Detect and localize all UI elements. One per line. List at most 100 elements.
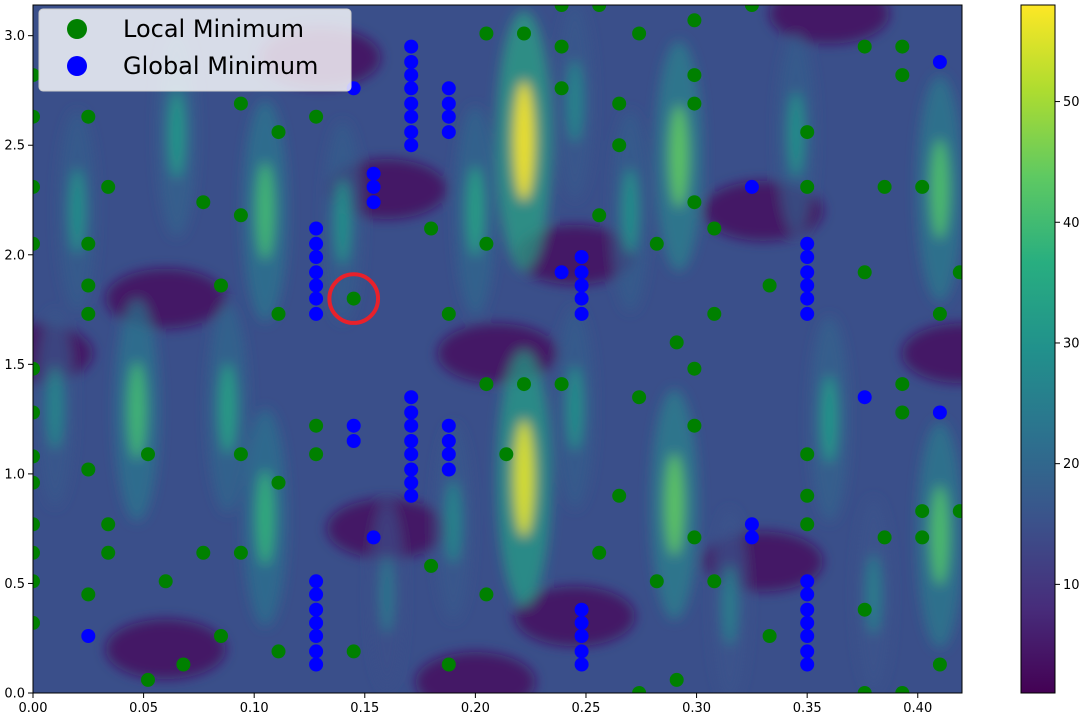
global-minimum-point bbox=[309, 221, 324, 236]
local-minimum-point bbox=[554, 39, 569, 54]
local-minimum-point bbox=[309, 418, 324, 433]
local-minimum-point bbox=[233, 208, 248, 223]
heatmap-trough bbox=[105, 268, 226, 329]
global-minimum-point bbox=[441, 96, 456, 111]
global-minimum-point bbox=[81, 629, 96, 643]
local-minimum-point bbox=[517, 377, 531, 392]
heatmap-peak bbox=[788, 91, 805, 178]
legend-marker-global bbox=[67, 56, 87, 76]
heatmap-peak bbox=[930, 485, 950, 586]
local-minimum-point bbox=[687, 418, 702, 433]
local-minimum-point bbox=[81, 278, 96, 293]
heatmap-peak bbox=[664, 453, 684, 556]
local-minimum-point bbox=[669, 672, 684, 687]
series-local-minimum bbox=[33, 5, 962, 693]
heatmap-trough bbox=[769, 5, 890, 44]
local-minimum-point bbox=[669, 335, 684, 350]
y-tick-label: 2.5 bbox=[4, 139, 25, 154]
highlight-circle bbox=[327, 272, 381, 325]
global-minimum-point bbox=[800, 644, 815, 659]
annotation-layer bbox=[327, 272, 381, 325]
local-minimum-point bbox=[424, 221, 439, 236]
heatmap-peak bbox=[168, 90, 186, 179]
global-minimum-point bbox=[441, 418, 456, 433]
local-minimum-point bbox=[895, 68, 910, 83]
global-minimum-point bbox=[404, 55, 419, 69]
heatmap-peak bbox=[334, 179, 351, 265]
global-minimum-point bbox=[800, 629, 815, 643]
heatmap-trough bbox=[514, 586, 635, 647]
heatmap-peak bbox=[865, 554, 882, 635]
plot-frame bbox=[32, 4, 963, 694]
global-minimum-point bbox=[309, 657, 324, 672]
heatmap-trough bbox=[514, 224, 635, 285]
global-minimum-point bbox=[404, 434, 419, 448]
y-tick-label: 1.0 bbox=[4, 467, 25, 482]
y-tick-label: 1.5 bbox=[4, 358, 25, 373]
heatmap-peak bbox=[445, 480, 462, 564]
heatmap-peak bbox=[566, 365, 583, 451]
global-minimum-point bbox=[574, 644, 589, 659]
x-tick-label: 0.20 bbox=[461, 701, 490, 716]
heatmap-peak bbox=[47, 366, 63, 450]
local-minimum-point bbox=[857, 265, 872, 280]
global-minimum-point bbox=[404, 418, 419, 433]
local-minimum-point bbox=[744, 5, 759, 12]
local-minimum-point bbox=[33, 405, 40, 420]
global-minimum-point bbox=[309, 250, 324, 264]
heatmap-peak bbox=[69, 168, 86, 254]
global-minimum-point bbox=[309, 587, 324, 602]
global-minimum-point bbox=[404, 125, 419, 140]
local-minimum-point bbox=[687, 361, 702, 376]
global-minimum-point bbox=[932, 55, 947, 69]
global-minimum-point bbox=[309, 278, 324, 293]
global-minimum-point bbox=[800, 291, 815, 306]
local-minimum-point bbox=[271, 475, 286, 490]
local-minimum-point bbox=[499, 447, 514, 462]
local-minimum-point bbox=[81, 236, 96, 251]
colorbar-gradient bbox=[1020, 4, 1056, 694]
legend-label-global: Global Minimum bbox=[123, 52, 318, 80]
local-minimum-point bbox=[632, 390, 647, 405]
global-minimum-point bbox=[800, 587, 815, 602]
local-minimum-point bbox=[612, 488, 627, 503]
global-minimum-point bbox=[441, 125, 456, 140]
local-minimum-point bbox=[687, 68, 702, 83]
global-minimum-point bbox=[800, 250, 815, 264]
local-minimum-point bbox=[632, 26, 647, 41]
y-tick-label: 0.5 bbox=[4, 577, 25, 592]
local-minimum-point bbox=[895, 686, 910, 693]
local-minimum-point bbox=[517, 26, 531, 41]
global-minimum-point bbox=[574, 615, 589, 630]
local-minimum-point bbox=[554, 81, 569, 96]
local-minimum-point bbox=[612, 96, 627, 111]
local-minimum-point bbox=[895, 39, 910, 54]
heatmap-peak bbox=[466, 165, 484, 257]
global-minimum-point bbox=[366, 195, 381, 210]
heatmap-trough bbox=[902, 323, 962, 384]
global-minimum-point bbox=[800, 615, 815, 630]
global-minimum-point bbox=[346, 418, 361, 433]
global-minimum-point bbox=[744, 517, 759, 532]
plot-area bbox=[32, 4, 963, 694]
local-minimum-point bbox=[952, 265, 962, 280]
global-minimum-point bbox=[800, 278, 815, 293]
local-minimum-point bbox=[309, 109, 324, 124]
local-minimum-point bbox=[932, 306, 947, 321]
local-minimum-point bbox=[158, 574, 173, 589]
x-tick-label: 0.15 bbox=[350, 701, 379, 716]
colorbar-tick-label: 20 bbox=[1063, 457, 1080, 472]
local-minimum-point bbox=[915, 504, 930, 519]
local-minimum-point bbox=[800, 179, 815, 194]
global-minimum-point bbox=[574, 250, 589, 264]
local-minimum-point bbox=[176, 657, 191, 672]
heatmap-peak bbox=[256, 469, 275, 566]
global-minimum-point bbox=[309, 306, 324, 321]
global-minimum-point bbox=[574, 602, 589, 617]
global-minimum-point bbox=[441, 434, 456, 448]
x-tick-label: 0.30 bbox=[682, 701, 711, 716]
local-minimum-point bbox=[649, 574, 664, 589]
global-minimum-point bbox=[404, 138, 419, 153]
heatmap-peak bbox=[722, 565, 738, 646]
